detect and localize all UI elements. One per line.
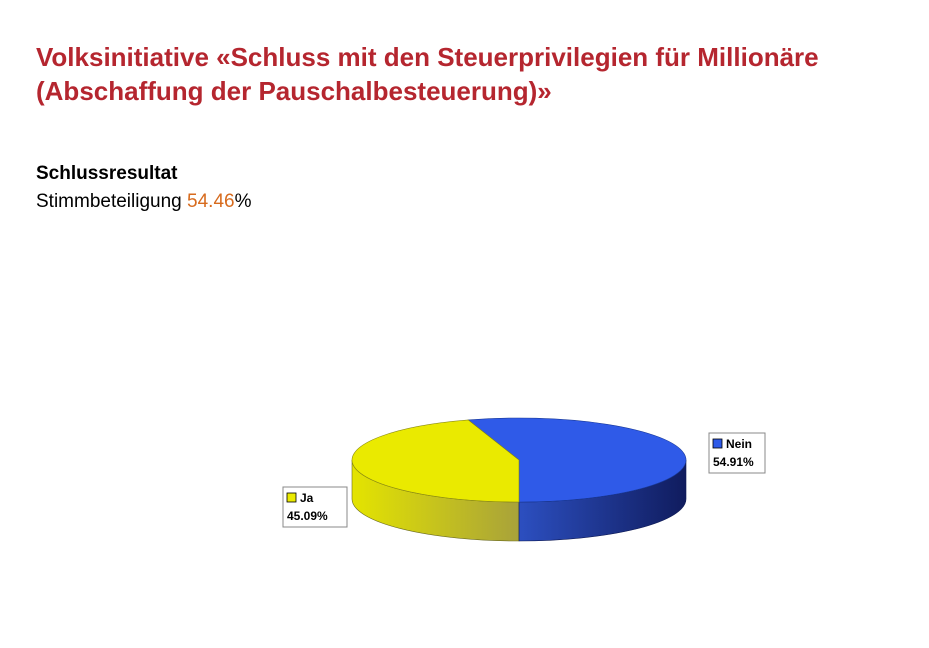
- result-heading: Schlussresultat: [36, 163, 178, 184]
- data-label-nein: 54.91%: [713, 455, 754, 469]
- legend-nein: Nein 54.91%: [708, 432, 766, 474]
- pie-slice-nein: [467, 417, 687, 503]
- legend-ja: Ja 45.09%: [282, 486, 348, 528]
- title-line-1: Volksinitiative «Schluss mit den Steuerp…: [36, 42, 819, 72]
- legend-swatch-ja: [286, 492, 297, 503]
- title-line-2: (Abschaffung der Pauschalbesteuerung)»: [36, 76, 552, 106]
- legend-label-nein: Nein: [726, 437, 752, 451]
- legend-swatch-nein: [712, 438, 723, 449]
- legend-box-nein: [708, 432, 766, 474]
- turnout-label: Stimmbeteiligung: [36, 191, 188, 212]
- data-label-ja: 45.09%: [287, 509, 328, 523]
- turnout-unit: %: [234, 191, 252, 212]
- pie-slice-ja: [351, 419, 520, 503]
- page-title: Volksinitiative «Schluss mit den Steuerp…: [36, 40, 916, 108]
- turnout-line: Stimmbeteiligung 54.46%: [36, 191, 251, 213]
- turnout-value: 54.46: [187, 191, 235, 212]
- legend-label-ja: Ja: [300, 491, 314, 505]
